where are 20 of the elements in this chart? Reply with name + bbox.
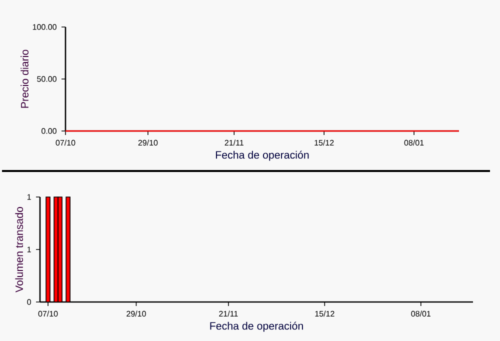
x-tick-label: 29/10 (138, 140, 158, 146)
x-tick-label: 07/10 (56, 140, 76, 146)
y-axis-title: Volumen transado (15, 206, 24, 292)
x-tick-label: 15/12 (314, 140, 334, 146)
y-axis-title: Precio diario (20, 50, 28, 108)
y-tick-label: 0 (27, 299, 31, 305)
x-tick-label: 21/11 (219, 310, 238, 317)
y-tick-label: 1 (27, 246, 31, 252)
x-tick-label: 21/11 (224, 140, 244, 146)
y-tick-label: 1 (27, 194, 31, 200)
x-tick-label: 29/10 (126, 310, 146, 317)
x-tick-label: 15/12 (315, 310, 334, 317)
y-tick-label: 0.00 (42, 128, 56, 134)
x-axis-title: Fecha de operación (216, 150, 309, 161)
x-tick-label: 07/10 (38, 310, 58, 317)
x-tick-label: 08/01 (411, 310, 430, 317)
x-tick-label: 08/01 (404, 140, 424, 146)
y-tick-label: 50.00 (37, 76, 56, 82)
x-axis-title: Fecha de operación (210, 322, 303, 332)
y-tick-label: 100.00 (32, 24, 56, 30)
